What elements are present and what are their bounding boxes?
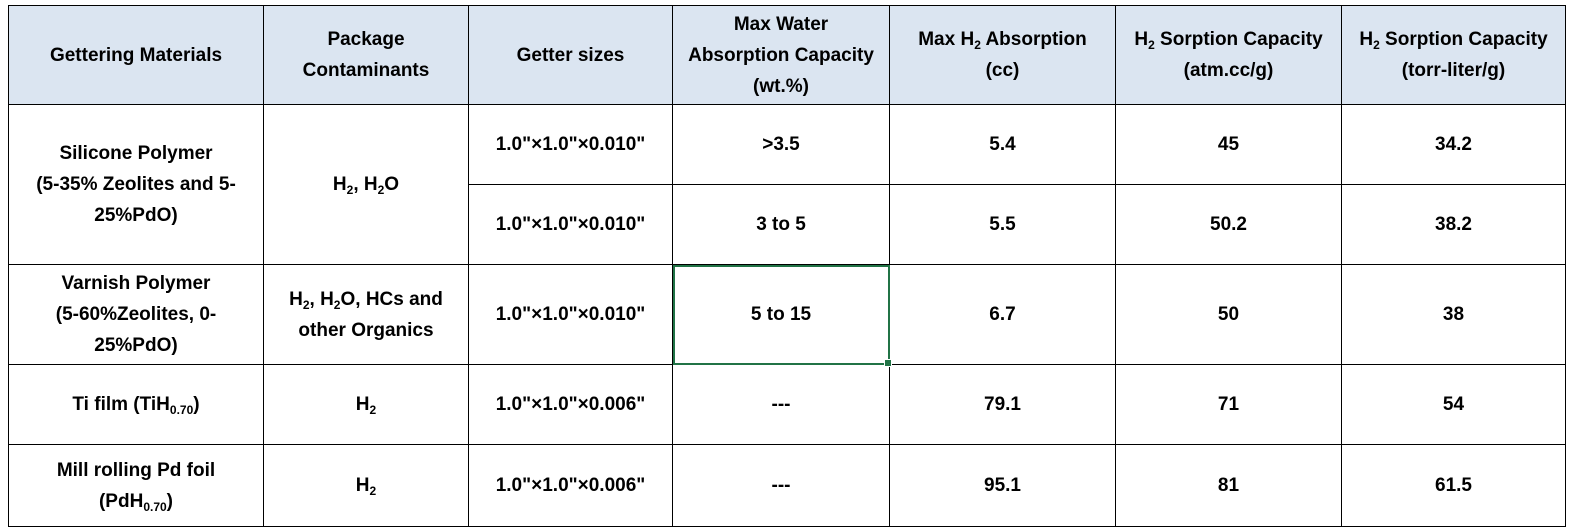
header-max-h2-absorption[interactable]: Max H2 Absorption (cc) [889, 5, 1116, 105]
cell-size[interactable]: 1.0"×1.0"×0.006" [468, 444, 673, 527]
cell-water[interactable]: --- [672, 364, 890, 445]
fill-handle[interactable] [884, 359, 892, 367]
cell-size[interactable]: 1.0"×1.0"×0.010" [468, 104, 673, 185]
cell-torr-capacity[interactable]: 38.2 [1341, 184, 1566, 265]
header-package-contaminants[interactable]: Package Contaminants [263, 5, 469, 105]
cell-size[interactable]: 1.0"×1.0"×0.006" [468, 364, 673, 445]
cell-size[interactable]: 1.0"×1.0"×0.010" [468, 264, 673, 365]
table-row-ti-film: Ti film (TiH0.70) H2 1.0"×1.0"×0.006" --… [8, 364, 1566, 445]
cell-h2-absorption[interactable]: 5.5 [889, 184, 1116, 265]
header-gettering-materials[interactable]: Gettering Materials [8, 5, 264, 105]
getter-materials-table: Gettering Materials Package Contaminants… [8, 5, 1566, 527]
cell-water[interactable]: 3 to 5 [672, 184, 890, 265]
cell-torr-capacity[interactable]: 54 [1341, 364, 1566, 445]
cell-torr-capacity[interactable]: 34.2 [1341, 104, 1566, 185]
header-max-water-absorption[interactable]: Max Water Absorption Capacity (wt.%) [672, 5, 890, 105]
cell-torr-capacity[interactable]: 38 [1341, 264, 1566, 365]
cell-material-varnish[interactable]: Varnish Polymer (5-60%Zeolites, 0- 25%Pd… [8, 264, 264, 365]
cell-atm-capacity[interactable]: 45 [1115, 104, 1342, 185]
cell-water[interactable]: >3.5 [672, 104, 890, 185]
cell-h2-absorption[interactable]: 79.1 [889, 364, 1116, 445]
cell-h2-absorption[interactable]: 5.4 [889, 104, 1116, 185]
cell-contaminants-pd-foil[interactable]: H2 [263, 444, 469, 527]
cell-contaminants-varnish[interactable]: H2, H2O, HCs and other Organics [263, 264, 469, 365]
table-row-pd-foil: Mill rolling Pd foil (PdH0.70) H2 1.0"×1… [8, 444, 1566, 527]
cell-atm-capacity[interactable]: 50.2 [1115, 184, 1342, 265]
selected-cell-water[interactable]: 5 to 15 [672, 264, 892, 367]
header-h2-sorption-atm[interactable]: H2 Sorption Capacity (atm.cc/g) [1115, 5, 1342, 105]
cell-material-silicone[interactable]: Silicone Polymer (5-35% Zeolites and 5- … [8, 104, 264, 265]
cell-water[interactable]: --- [672, 444, 890, 527]
header-getter-sizes[interactable]: Getter sizes [468, 5, 673, 105]
cell-material-ti-film[interactable]: Ti film (TiH0.70) [8, 364, 264, 445]
cell-h2-absorption[interactable]: 6.7 [889, 264, 1116, 365]
cell-atm-capacity[interactable]: 50 [1115, 264, 1342, 365]
cell-atm-capacity[interactable]: 81 [1115, 444, 1342, 527]
table-row-varnish: Varnish Polymer (5-60%Zeolites, 0- 25%Pd… [8, 264, 1566, 367]
table-row-silicone-1: Silicone Polymer (5-35% Zeolites and 5- … [8, 104, 1566, 265]
header-h2-sorption-torr[interactable]: H2 Sorption Capacity (torr-liter/g) [1341, 5, 1566, 105]
cell-h2-absorption[interactable]: 95.1 [889, 444, 1116, 527]
header-row: Gettering Materials Package Contaminants… [8, 5, 1566, 105]
cell-contaminants-silicone[interactable]: H2, H2O [263, 104, 469, 265]
cell-contaminants-ti-film[interactable]: H2 [263, 364, 469, 445]
table-row-silicone-2: 1.0"×1.0"×0.010" 3 to 5 5.5 50.2 38.2 [9, 184, 1566, 265]
cell-torr-capacity[interactable]: 61.5 [1341, 444, 1566, 527]
cell-material-pd-foil[interactable]: Mill rolling Pd foil (PdH0.70) [8, 444, 264, 527]
cell-size[interactable]: 1.0"×1.0"×0.010" [468, 184, 673, 265]
cell-atm-capacity[interactable]: 71 [1115, 364, 1342, 445]
